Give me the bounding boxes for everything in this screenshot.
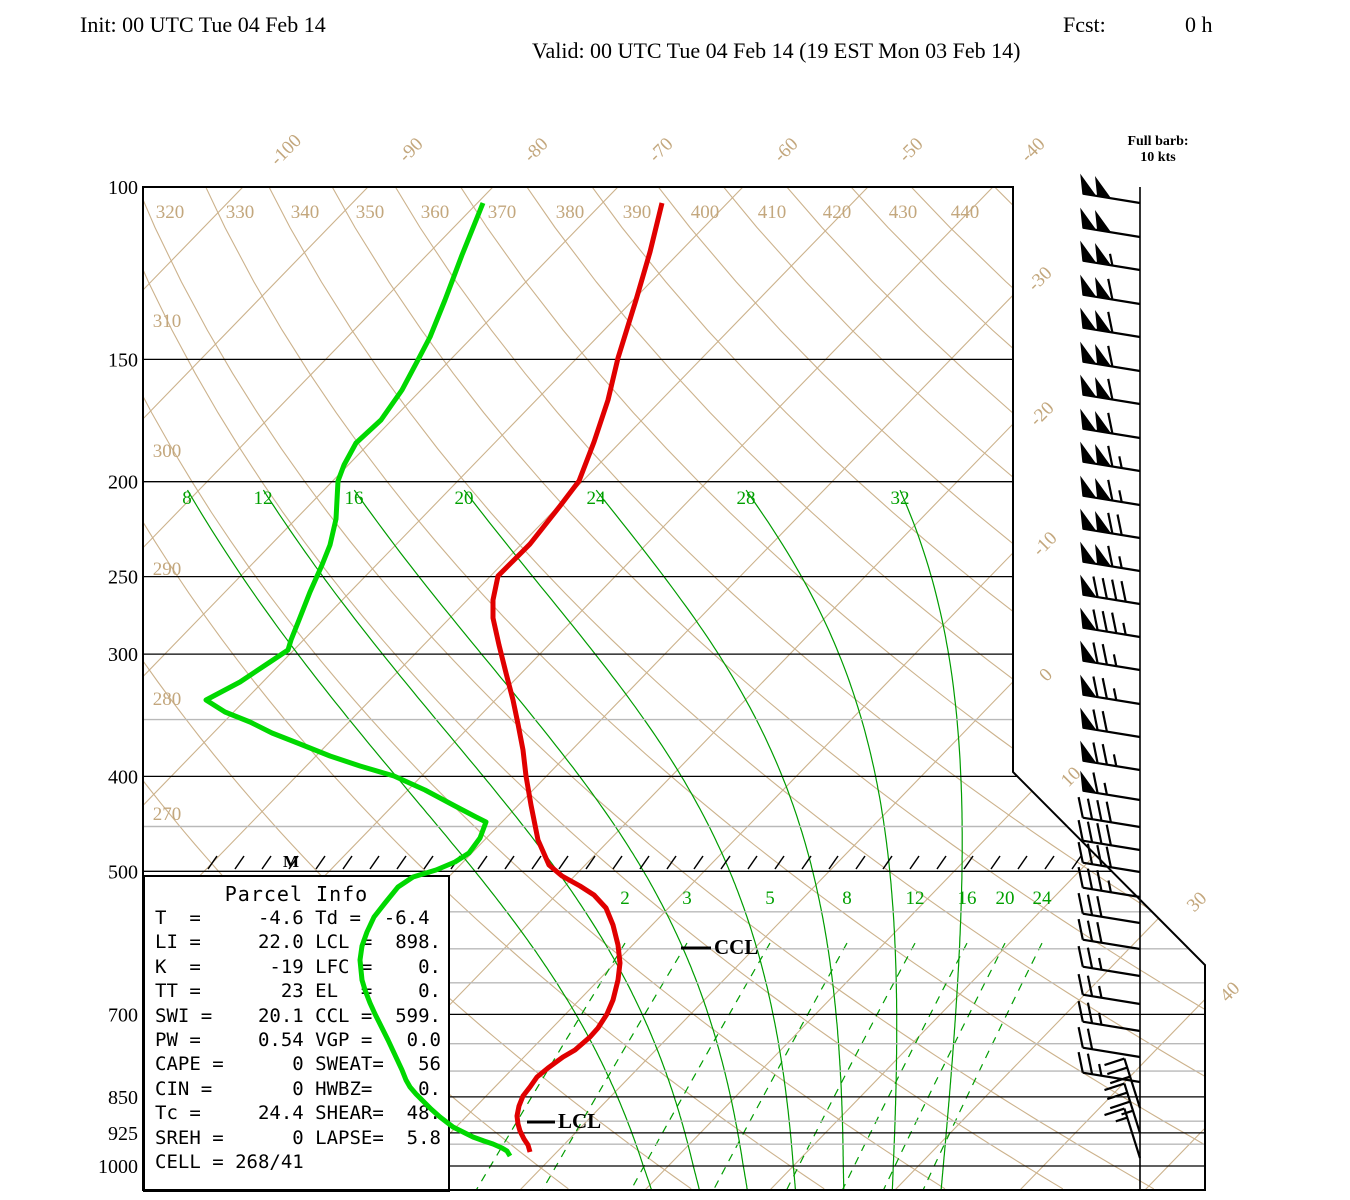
- valid-time-label: Valid: 00 UTC Tue 04 Feb 14 (19 EST Mon …: [532, 38, 1021, 63]
- ccl-marker-label: CCL: [714, 935, 759, 959]
- wind-barb-legend: Full barb: 10 kts: [1098, 134, 1218, 166]
- axis-label: 850: [108, 1087, 138, 1109]
- init-time-label: Init: 00 UTC Tue 04 Feb 14: [80, 12, 326, 37]
- axis-label: 310: [153, 311, 182, 332]
- axis-label: 440: [951, 202, 980, 223]
- parcel-row: Tc = 24.4 SHEAR= 48.: [155, 1102, 441, 1125]
- parcel-row: K = -19 LFC = 0.: [155, 955, 441, 978]
- parcel-row: CAPE = 0 SWEAT= 56: [155, 1053, 441, 1076]
- parcel-row: CIN = 0 HWBZ= 0.: [155, 1077, 441, 1100]
- axis-label: 20: [996, 888, 1015, 909]
- axis-label: 150: [108, 349, 138, 371]
- parcel-row: TT = 23 EL = 0.: [155, 980, 441, 1003]
- axis-label: 330: [226, 202, 255, 223]
- axis-label: 30: [1183, 888, 1211, 916]
- axis-label: -90: [395, 134, 428, 167]
- parcel-info-title: Parcel Info: [224, 882, 369, 906]
- axis-label: 32: [891, 488, 910, 509]
- axis-label: 300: [108, 644, 138, 666]
- forecast-hour-label: Fcst:: [1063, 12, 1106, 37]
- wind-barb-legend-line1: Full barb:: [1127, 134, 1189, 149]
- axis-label: 290: [153, 559, 182, 580]
- axis-label: 10: [1057, 763, 1085, 791]
- axis-label: 2: [620, 888, 630, 909]
- axis-label: 500: [108, 861, 138, 883]
- axis-label: 340: [291, 202, 320, 223]
- axis-label: 350: [356, 202, 385, 223]
- axis-label: 5: [765, 888, 775, 909]
- axis-label: 0: [1035, 664, 1057, 686]
- axis-label: 390: [623, 202, 652, 223]
- parcel-row: T = -4.6 Td = -6.4: [155, 907, 430, 929]
- axis-label: 40: [1216, 978, 1244, 1006]
- parcel-row: PW = 0.54 VGP = 0.0: [155, 1029, 441, 1052]
- wind-barb-legend-line2: 10 kts: [1140, 150, 1176, 165]
- axis-label: -20: [1026, 398, 1059, 431]
- parcel-row: CELL = 268/41: [155, 1151, 304, 1174]
- axis-label: 1000: [98, 1156, 138, 1178]
- axis-label: 100: [108, 177, 138, 199]
- axis-label: 3: [682, 888, 692, 909]
- axis-label: 370: [488, 202, 517, 223]
- axis-label: 420: [823, 202, 852, 223]
- axis-label: -80: [520, 134, 553, 167]
- axis-label: 200: [108, 472, 138, 494]
- axis-label: -40: [1017, 134, 1050, 167]
- forecast-hour-value: 0 h: [1185, 12, 1213, 37]
- axis-label: 24: [1033, 888, 1053, 909]
- parcel-row: LI = 22.0 LCL = 898.: [155, 931, 441, 954]
- parcel-info-box: Parcel Info T = -4.6 Td = -6.4 LI = 22.0…: [143, 875, 450, 1192]
- axis-label: -100: [266, 130, 305, 169]
- axis-label: 400: [108, 766, 138, 788]
- axis-label: 12: [254, 488, 273, 509]
- axis-label: 28: [737, 488, 756, 509]
- lcl-marker-label: LCL: [558, 1109, 602, 1133]
- max-wind-marker: M: [283, 852, 300, 871]
- axis-label: 16: [345, 488, 364, 509]
- axis-label: 360: [421, 202, 450, 223]
- axis-label: 320: [156, 202, 185, 223]
- axis-label: -10: [1029, 528, 1062, 561]
- axis-label: 280: [153, 689, 182, 710]
- axis-label: -70: [645, 134, 678, 167]
- axis-label: 925: [108, 1123, 138, 1145]
- axis-label: 400: [691, 202, 720, 223]
- axis-label: 8: [182, 488, 192, 509]
- axis-label: 410: [758, 202, 787, 223]
- parcel-row: SWI = 20.1 CCL = 599.: [155, 1004, 441, 1027]
- axis-label: -30: [1024, 263, 1057, 296]
- axis-label: 250: [108, 567, 138, 589]
- axis-label: -60: [770, 134, 803, 167]
- axis-label: 16: [958, 888, 977, 909]
- axis-label: 430: [889, 202, 918, 223]
- axis-label: 20: [455, 488, 474, 509]
- axis-label: 700: [108, 1004, 138, 1026]
- axis-label: -50: [895, 134, 928, 167]
- parcel-row: SREH = 0 LAPSE= 5.8: [155, 1126, 441, 1149]
- mixing-ratio-lines: [475, 942, 1043, 1190]
- axis-label: 24: [587, 488, 607, 509]
- axis-label: 12: [906, 888, 925, 909]
- axis-label: 380: [556, 202, 585, 223]
- axis-label: 300: [153, 441, 182, 462]
- axis-label: 8: [842, 888, 852, 909]
- axis-label: 270: [153, 804, 182, 825]
